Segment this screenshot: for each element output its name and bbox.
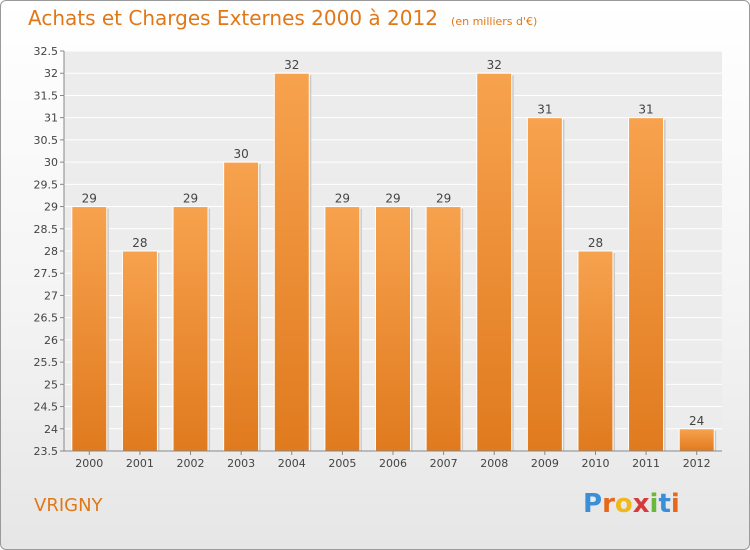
commune-name: VRIGNY <box>34 495 103 516</box>
y-tick-label: 24.5 <box>34 401 59 414</box>
x-tick-label: 2000 <box>75 457 103 470</box>
bar-value-label: 30 <box>234 147 249 161</box>
bar-value-label: 29 <box>82 192 97 206</box>
bar-2001 <box>121 250 158 452</box>
bar-value-label: 28 <box>588 236 603 250</box>
bar-value-label: 31 <box>537 103 552 117</box>
x-tick-label: 2009 <box>531 457 559 470</box>
bars: 29 28 29 30 32 29 29 29 32 31 28 31 24 <box>71 58 717 452</box>
y-tick-label: 31 <box>44 112 58 125</box>
x-tick-label: 2011 <box>632 457 660 470</box>
y-tick-label: 28.5 <box>34 223 59 236</box>
bar-value-label: 31 <box>638 103 653 117</box>
bar-2010 <box>577 250 614 452</box>
y-tick-label: 26.5 <box>34 312 59 325</box>
logo-letter: x <box>632 489 650 519</box>
logo-letter: o <box>614 489 633 519</box>
bar-2004 <box>273 72 310 452</box>
bar-2011 <box>628 117 665 452</box>
bar-value-label: 29 <box>385 192 400 206</box>
y-axis: 23.5 24 24.5 25 25.5 26 26.5 27 27.5 28 28.5 29 29.5… <box>34 45 65 458</box>
bar-2007 <box>425 206 462 452</box>
y-tick-label: 23.5 <box>34 445 59 458</box>
y-tick-label: 30.5 <box>34 134 59 147</box>
y-tick-label: 29.5 <box>34 178 59 191</box>
bar-2003 <box>223 161 260 452</box>
x-tick-label: 2006 <box>379 457 407 470</box>
y-tick-label: 29 <box>44 201 58 214</box>
x-tick-label: 2005 <box>328 457 356 470</box>
y-tick-label: 24 <box>44 423 58 436</box>
unit-note: (en milliers d'€) <box>451 15 538 28</box>
bar-2009 <box>526 117 563 452</box>
bar-2012 <box>678 428 715 452</box>
bar-value-label: 28 <box>132 236 147 250</box>
bar-value-label: 29 <box>335 192 350 206</box>
x-axis: 2000 2001 2002 2003 2004 2005 2006 2007 2008 2009… <box>64 450 722 470</box>
bar-value-label: 29 <box>436 192 451 206</box>
y-tick-label: 27.5 <box>34 267 59 280</box>
logo-letter: t <box>658 489 671 519</box>
y-tick-label: 28 <box>44 245 58 258</box>
bar-2002 <box>172 206 209 452</box>
y-tick-label: 31.5 <box>34 89 59 102</box>
bar-value-label: 32 <box>487 58 502 72</box>
logo-letter: P <box>583 489 603 519</box>
y-tick-label: 26 <box>44 334 58 347</box>
proxiti-logo: Proxiti <box>583 489 680 519</box>
x-tick-label: 2012 <box>683 457 711 470</box>
logo-letter: i <box>649 489 659 519</box>
x-tick-label: 2003 <box>227 457 255 470</box>
logo-letter: r <box>602 489 615 519</box>
y-tick-label: 30 <box>44 156 58 169</box>
chart-title-block: Achats et Charges Externes 2000 à 2012 (… <box>28 6 537 30</box>
x-tick-label: 2010 <box>581 457 609 470</box>
x-tick-label: 2001 <box>126 457 154 470</box>
bar-2006 <box>375 206 411 452</box>
bar-value-label: 29 <box>183 192 198 206</box>
bar-value-label: 24 <box>689 414 704 428</box>
bar-2000 <box>71 206 108 452</box>
x-tick-label: 2008 <box>480 457 508 470</box>
y-tick-label: 25.5 <box>34 356 59 369</box>
chart-title: Achats et Charges Externes 2000 à 2012 <box>28 6 438 30</box>
y-tick-label: 32 <box>44 67 58 80</box>
bar-2008 <box>476 72 513 452</box>
bar-value-label: 32 <box>284 58 299 72</box>
y-tick-label: 25 <box>44 378 58 391</box>
x-tick-label: 2007 <box>430 457 458 470</box>
x-tick-label: 2002 <box>177 457 205 470</box>
y-tick-label: 27 <box>44 289 58 302</box>
x-tick-label: 2004 <box>278 457 306 470</box>
logo-letter: i <box>670 489 680 519</box>
y-tick-label: 32.5 <box>34 45 59 58</box>
bar-2005 <box>324 206 361 452</box>
